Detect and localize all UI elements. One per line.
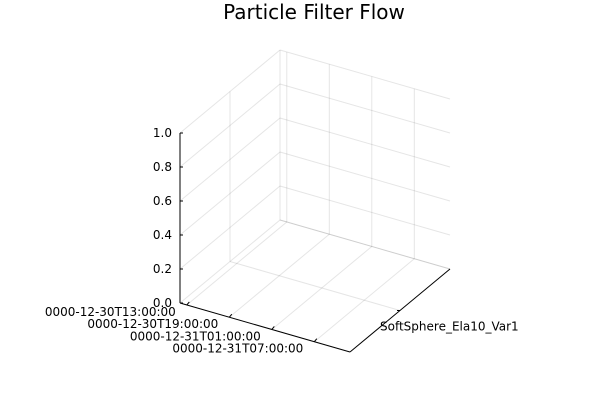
grid-line — [279, 219, 451, 270]
grid-line — [279, 83, 451, 134]
x-tick-mark — [186, 301, 190, 306]
x-tick-label: 0000-12-30T19:00:00 — [87, 317, 218, 331]
grid-line — [186, 221, 288, 306]
grid-line — [279, 185, 451, 236]
grid-line — [279, 151, 451, 202]
grid-line — [179, 83, 281, 168]
grid-line — [228, 233, 330, 318]
x-axis-line — [179, 302, 351, 353]
tick-marks — [180, 132, 400, 343]
grid-lines — [179, 49, 451, 343]
z-tick-label: 0.6 — [153, 194, 172, 208]
z-tick-label: 0.8 — [153, 160, 172, 174]
x-tick-mark — [271, 326, 275, 330]
z-tick-label: 0.0 — [153, 296, 172, 310]
tick-labels: 0.00.20.40.60.81.00000-12-30T13:00:00000… — [45, 126, 519, 356]
grid-line — [179, 151, 281, 236]
y-tick-label: SoftSphere_Ela10_Var1 — [380, 320, 519, 334]
grid-line — [229, 261, 401, 311]
z-tick-label: 0.4 — [153, 228, 172, 242]
grid-line — [313, 258, 415, 343]
grid-line — [279, 49, 451, 100]
grid-line — [279, 117, 451, 168]
x-tick-label: 0000-12-30T13:00:00 — [45, 305, 176, 319]
x-tick-mark — [228, 313, 233, 318]
z-tick-label: 1.0 — [153, 126, 172, 140]
grid-line — [179, 219, 281, 304]
x-tick-mark — [313, 338, 318, 343]
grid-line — [279, 219, 451, 270]
chart-title: Particle Filter Flow — [223, 0, 405, 24]
grid-line — [271, 246, 373, 330]
z-tick-label: 0.2 — [153, 262, 172, 276]
grid-line — [179, 185, 281, 270]
x-tick-label: 0000-12-31T07:00:00 — [172, 342, 303, 356]
grid-line — [179, 117, 281, 202]
x-tick-label: 0000-12-31T01:00:00 — [130, 329, 261, 343]
grid-line — [179, 49, 281, 134]
